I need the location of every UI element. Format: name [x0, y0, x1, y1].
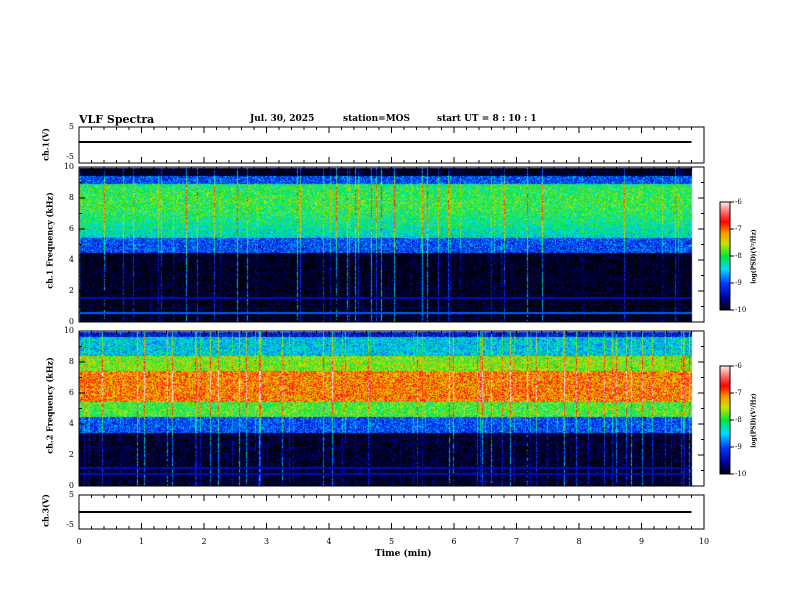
x-axis-label: Time (min) [375, 549, 432, 559]
x-tick-label: 6 [451, 537, 457, 546]
x-tick-label: 4 [326, 537, 332, 546]
y-tick-label: 10 [63, 162, 74, 171]
colorbar-tick-label: -8 [735, 252, 742, 260]
date-label: Jul. 30, 2025 [250, 114, 315, 124]
colorbar-tick-label: -6 [735, 362, 742, 370]
colorbar-tick-label: -7 [735, 225, 742, 233]
y-tick-label: 4 [68, 255, 74, 264]
y-tick-label: 10 [63, 326, 74, 335]
ch1-freq-label: ch.1 Frequency (kHz) [44, 192, 55, 289]
y-tick-label: 4 [68, 419, 74, 428]
x-tick-label: 0 [76, 537, 82, 546]
x-tick-label: 1 [138, 537, 145, 546]
y-tick-label: -5 [66, 520, 74, 529]
x-tick-label: 7 [513, 537, 520, 546]
y-tick-label: 8 [68, 193, 74, 202]
colorbar-tick-label: -10 [735, 470, 747, 478]
y-tick-label: 8 [68, 357, 74, 366]
x-tick-label: 10 [698, 537, 710, 546]
ch2-spectrogram-frame [78, 330, 705, 487]
ch2-freq-label: ch.2 Frequency (kHz) [44, 357, 55, 454]
colorbar-tick-label: -9 [735, 279, 742, 287]
y-tick-label: 2 [68, 450, 74, 459]
ch3-volt-label: ch.3(V) [40, 494, 51, 527]
colorbar-tick-label: -9 [735, 443, 742, 451]
colorbar-tick-label: -10 [735, 306, 747, 314]
colorbar1-label: log(PSD)(V²/Hz) [750, 229, 758, 284]
colorbar-tick-label: -8 [735, 416, 742, 424]
y-tick-label: 6 [68, 224, 74, 233]
x-tick-label: 2 [201, 537, 207, 546]
colorbar-2 [719, 365, 731, 475]
figure-title: VLF Spectra [79, 113, 155, 126]
x-tick-label: 3 [263, 537, 270, 546]
y-tick-label: 5 [68, 490, 74, 499]
colorbar2-label: log(PSD)(V²/Hz) [750, 393, 758, 448]
station-label: station=MOS [343, 114, 411, 124]
y-tick-label: 0 [68, 317, 74, 326]
y-tick-label: 0 [68, 481, 74, 490]
y-tick-label: 6 [68, 388, 74, 397]
colorbar-tick-label: -6 [735, 198, 742, 206]
ch1-volt-label: ch.1(V) [40, 128, 51, 161]
x-tick-label: 8 [576, 537, 582, 546]
x-tick-label: 9 [638, 537, 645, 546]
ch1-spectrogram-frame [78, 166, 705, 323]
start-time-label: start UT = 8 : 10 : 1 [437, 114, 537, 124]
y-tick-label: 5 [68, 122, 74, 131]
colorbar-tick-label: -7 [735, 389, 742, 397]
x-tick-label: 5 [388, 537, 395, 546]
colorbar-1 [719, 201, 731, 311]
y-tick-label: 2 [68, 286, 74, 295]
y-tick-label: -5 [66, 152, 74, 161]
